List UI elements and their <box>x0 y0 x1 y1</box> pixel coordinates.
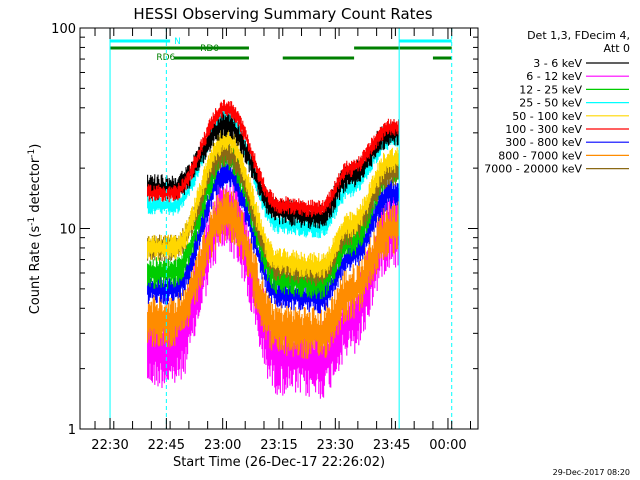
y-tick-label-0: 1 <box>68 423 76 438</box>
x-tick-label-5: 23:45 <box>373 438 410 453</box>
legend-label-3: 25 - 50 keV <box>519 97 582 110</box>
legend-title-line-1: Det 1,3, FDecim 4, <box>527 29 630 42</box>
bar-label-rd0: RD0 <box>200 44 219 54</box>
legend-label-8: 7000 - 20000 keV <box>484 163 582 176</box>
x-axis-ticks: 22:30 22:45 23:00 23:15 23:30 23:45 00:00 <box>91 28 471 453</box>
legend-label-1: 6 - 12 keV <box>526 70 582 83</box>
x-tick-label-2: 23:00 <box>204 438 241 453</box>
legend-label-5: 100 - 300 keV <box>505 123 582 136</box>
legend-label-0: 3 - 6 keV <box>533 57 582 70</box>
series-line-4 <box>147 126 400 279</box>
vertical-markers <box>109 28 453 429</box>
y-axis-label: Count Rate (s-1 detector-1) <box>27 144 43 315</box>
x-tick-label-1: 22:45 <box>148 438 185 453</box>
x-axis-label: Start Time (26-Dec-17 22:26:02) <box>173 455 385 470</box>
y-tick-label-1: 10 <box>59 223 76 238</box>
chart-title: HESSI Observing Summary Count Rates <box>133 5 432 23</box>
x-tick-label-0: 22:30 <box>91 438 128 453</box>
legend-label-6: 300 - 800 keV <box>505 136 582 149</box>
legend-label-2: 12 - 25 keV <box>519 83 582 96</box>
x-tick-label-4: 23:30 <box>317 438 354 453</box>
y-axis-ticks: 1 10 100 <box>51 22 478 438</box>
y-tick-label-2: 100 <box>51 22 76 37</box>
x-tick-label-3: 23:15 <box>260 438 297 453</box>
x-tick-label-6: 00:00 <box>429 438 466 453</box>
series-line-5 <box>147 99 400 218</box>
legend-title-line-2: Att 0 <box>604 42 630 55</box>
series-layer <box>147 99 400 399</box>
legend-label-4: 50 - 100 keV <box>512 110 582 123</box>
bar-label-n: N <box>174 37 181 47</box>
generation-timestamp: 29-Dec-2017 08:20 <box>553 468 630 477</box>
series-line-7 <box>147 187 400 359</box>
legend-label-7: 800 - 7000 keV <box>498 149 582 162</box>
